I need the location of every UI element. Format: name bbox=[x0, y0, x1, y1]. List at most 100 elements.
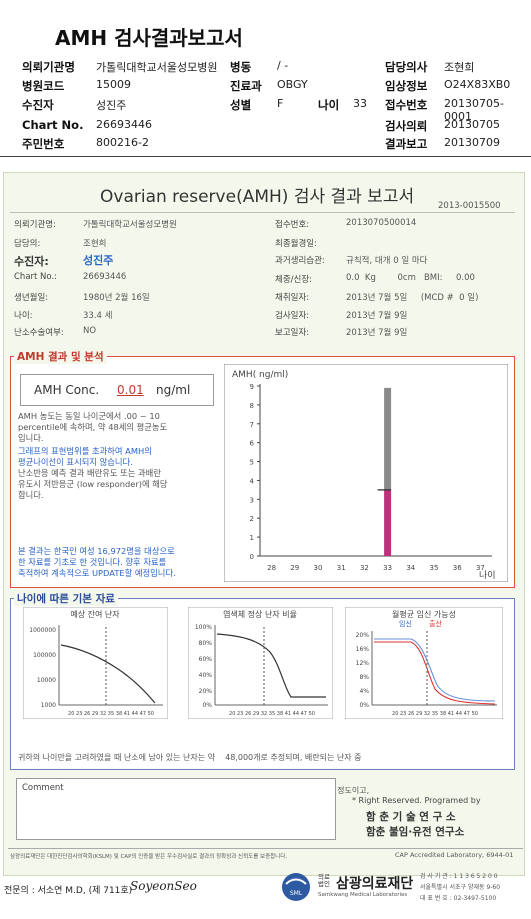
mini3-legend-b: 출산 bbox=[429, 619, 442, 628]
mini1-y3: 1000 bbox=[41, 702, 56, 709]
age-label: 나이 bbox=[318, 98, 340, 112]
amh-conc-box bbox=[20, 374, 214, 406]
comment-box bbox=[16, 778, 336, 840]
amh-text-5: 평균나이선이 표시되지 않습니다. bbox=[18, 457, 133, 467]
r-patient-value: 성진주 bbox=[83, 254, 114, 267]
r-menses-label: 과거생리습관: bbox=[275, 256, 325, 266]
r-birth-label: 생년월일: bbox=[14, 293, 49, 303]
amh-x-tick-label: 34 bbox=[406, 564, 415, 572]
mini2-y3: 40% bbox=[199, 672, 213, 679]
amh-chart-xlabel: 나이 bbox=[479, 570, 496, 581]
amh-y-tick-label: 6 bbox=[250, 440, 255, 448]
basic-para-1: 귀하의 나이만을 고려하였을 때 난소에 남아 있는 난자는 약 48,000개… bbox=[18, 753, 362, 762]
reg-no: 검 사 기 관 : 1 1 3 6 5 2 0 0 bbox=[420, 873, 498, 880]
amh-x-tick-label: 36 bbox=[453, 564, 462, 572]
amh-y-tick-label: 3 bbox=[250, 496, 254, 504]
amh-y-tick-label: 8 bbox=[250, 402, 254, 410]
mini1-y1: 100000 bbox=[33, 652, 56, 659]
mini2-y0: 100% bbox=[195, 624, 212, 631]
amh-text-2: percentile에 속하며, 약 48세의 평균농도 bbox=[18, 422, 168, 432]
amh-bar-lower bbox=[384, 489, 392, 556]
mini2-y5: 0% bbox=[202, 702, 212, 709]
tel: 대 표 번 호 : 02-3497-5100 bbox=[420, 895, 497, 902]
hospital-code-label: 병원코드 bbox=[22, 79, 65, 93]
mini1-y0: 1000000 bbox=[29, 627, 56, 634]
mini3-legend-a: 임신 bbox=[399, 619, 412, 628]
chart-no-label: Chart No. bbox=[22, 118, 84, 132]
mini1-y2: 10000 bbox=[37, 677, 56, 684]
amh-y-tick-label: 4 bbox=[250, 477, 255, 485]
request-date-value: 20130705 bbox=[444, 118, 500, 131]
r-weight-value: 0.0 Kg 0cm BMI: 0.00 bbox=[346, 273, 475, 283]
resident-no-label: 주민번호 bbox=[22, 137, 65, 151]
r-chart-label: Chart No.: bbox=[14, 272, 58, 282]
amh-y-tick-label: 9 bbox=[250, 383, 254, 391]
sex-label: 성별 bbox=[230, 98, 252, 112]
amh-x-tick-label: 30 bbox=[314, 564, 323, 572]
report-date-value: 20130709 bbox=[444, 136, 500, 149]
amh-chart-bars bbox=[377, 387, 392, 556]
amh-note-3: 축적하여 계속적으로 UPDATE할 예정입니다. bbox=[18, 568, 176, 578]
r-lmp-label: 최종월경일: bbox=[275, 239, 317, 249]
mini3-y4: 4% bbox=[359, 688, 369, 695]
sex-value: F bbox=[277, 97, 284, 110]
ward-value: / - bbox=[277, 59, 289, 72]
amh-text-4: 그래프의 표현범위를 초과하여 AMH의 bbox=[18, 446, 152, 456]
r-doctor-label: 담당의: bbox=[14, 239, 41, 249]
amh-text-7: 유도시 저반응군 (low responder)에 해당 bbox=[18, 479, 168, 489]
mini1-xticks: 20 23 26 29 32 35 38 41 44 47 50 bbox=[68, 711, 154, 717]
ward-label: 병동 bbox=[230, 60, 252, 74]
report-id: 2013-0015500 bbox=[438, 201, 501, 211]
basic-section-title: 나이에 따른 기본 자료 bbox=[14, 591, 118, 606]
amh-x-tick-label: 29 bbox=[290, 564, 299, 572]
rights-text: * Right Reserved. Programed by bbox=[352, 796, 481, 805]
r-collect-label: 채취일자: bbox=[275, 293, 310, 303]
mini3-title: 월평균 임신 가능성 bbox=[392, 609, 456, 619]
clinical-info-label: 임상정보 bbox=[385, 79, 428, 93]
r-patient-label: 수진자: bbox=[14, 255, 49, 268]
mini3-y3: 8% bbox=[359, 674, 369, 681]
normal-egg-ratio-chart: 염색체 정상 난자 비율 100% 80% 60% 40% 20% 0% 20 … bbox=[188, 607, 333, 719]
hospital-code-value: 15009 bbox=[96, 78, 131, 91]
remaining-eggs-chart: 예상 잔여 난자 1000000 100000 10000 1000 20 23… bbox=[23, 607, 168, 719]
r-receipt-label: 접수번호: bbox=[275, 220, 310, 230]
r-receipt-value: 2013070500014 bbox=[346, 218, 417, 228]
mini3-y0: 20% bbox=[356, 632, 370, 639]
header-divider bbox=[0, 156, 531, 157]
r-menses-value: 규칙적, 대개 0 일 마다 bbox=[346, 256, 428, 266]
receipt-no-label: 접수번호 bbox=[385, 98, 428, 112]
report-divider bbox=[10, 212, 515, 213]
address: 서울특별시 서초구 양재동 9-60 bbox=[420, 884, 501, 891]
footer-divider bbox=[8, 848, 523, 849]
amh-text-6: 난소반응 예측 결과 배란유도 또는 과배란 bbox=[18, 468, 161, 478]
amh-text-1: AMH 농도는 동일 나이군에서 .00 ~ 10 bbox=[18, 411, 160, 421]
r-chart-value: 26693446 bbox=[83, 272, 127, 282]
comment-label: Comment bbox=[22, 783, 64, 793]
lab-name-2: 함춘 불임·유전 연구소 bbox=[366, 826, 465, 838]
doctor-value: 조현희 bbox=[444, 61, 475, 74]
r-birth-value: 1980년 2월 16일 bbox=[83, 293, 150, 303]
amh-y-tick-label: 5 bbox=[250, 459, 254, 467]
org-name-en: Samkwang Medical Laboratories bbox=[318, 892, 408, 898]
report-date-label: 결과보고 bbox=[385, 137, 428, 151]
pregnancy-chance-chart: 월평균 임신 가능성 임신 출산 20% 16% 12% 8% 4% 0% 20… bbox=[345, 607, 503, 719]
amh-x-tick-label: 31 bbox=[337, 564, 346, 572]
amh-chart-ylabel: AMH( ng/ml) bbox=[232, 370, 288, 380]
amh-x-tick-label: 35 bbox=[430, 564, 439, 572]
r-surgery-value: NO bbox=[83, 326, 97, 336]
r-doctor-value: 조현희 bbox=[83, 239, 107, 249]
org-small: 의료법인 bbox=[318, 873, 330, 888]
amh-x-tick-label: 37 bbox=[476, 564, 485, 572]
amh-conc-unit: ng/ml bbox=[156, 383, 191, 397]
amh-y-tick-label: 7 bbox=[250, 421, 254, 429]
mini3-y2: 12% bbox=[356, 660, 370, 667]
department-value: OBGY bbox=[277, 78, 308, 91]
org-name: 삼광의료재단 bbox=[336, 876, 414, 892]
hospital-label: 의뢰기관명 bbox=[22, 60, 75, 74]
r-test-label: 검사일자: bbox=[275, 311, 310, 321]
patient-label: 수진자 bbox=[22, 98, 54, 112]
r-weight-label: 체중/신장: bbox=[275, 275, 313, 285]
amh-chart-frame bbox=[224, 364, 508, 582]
